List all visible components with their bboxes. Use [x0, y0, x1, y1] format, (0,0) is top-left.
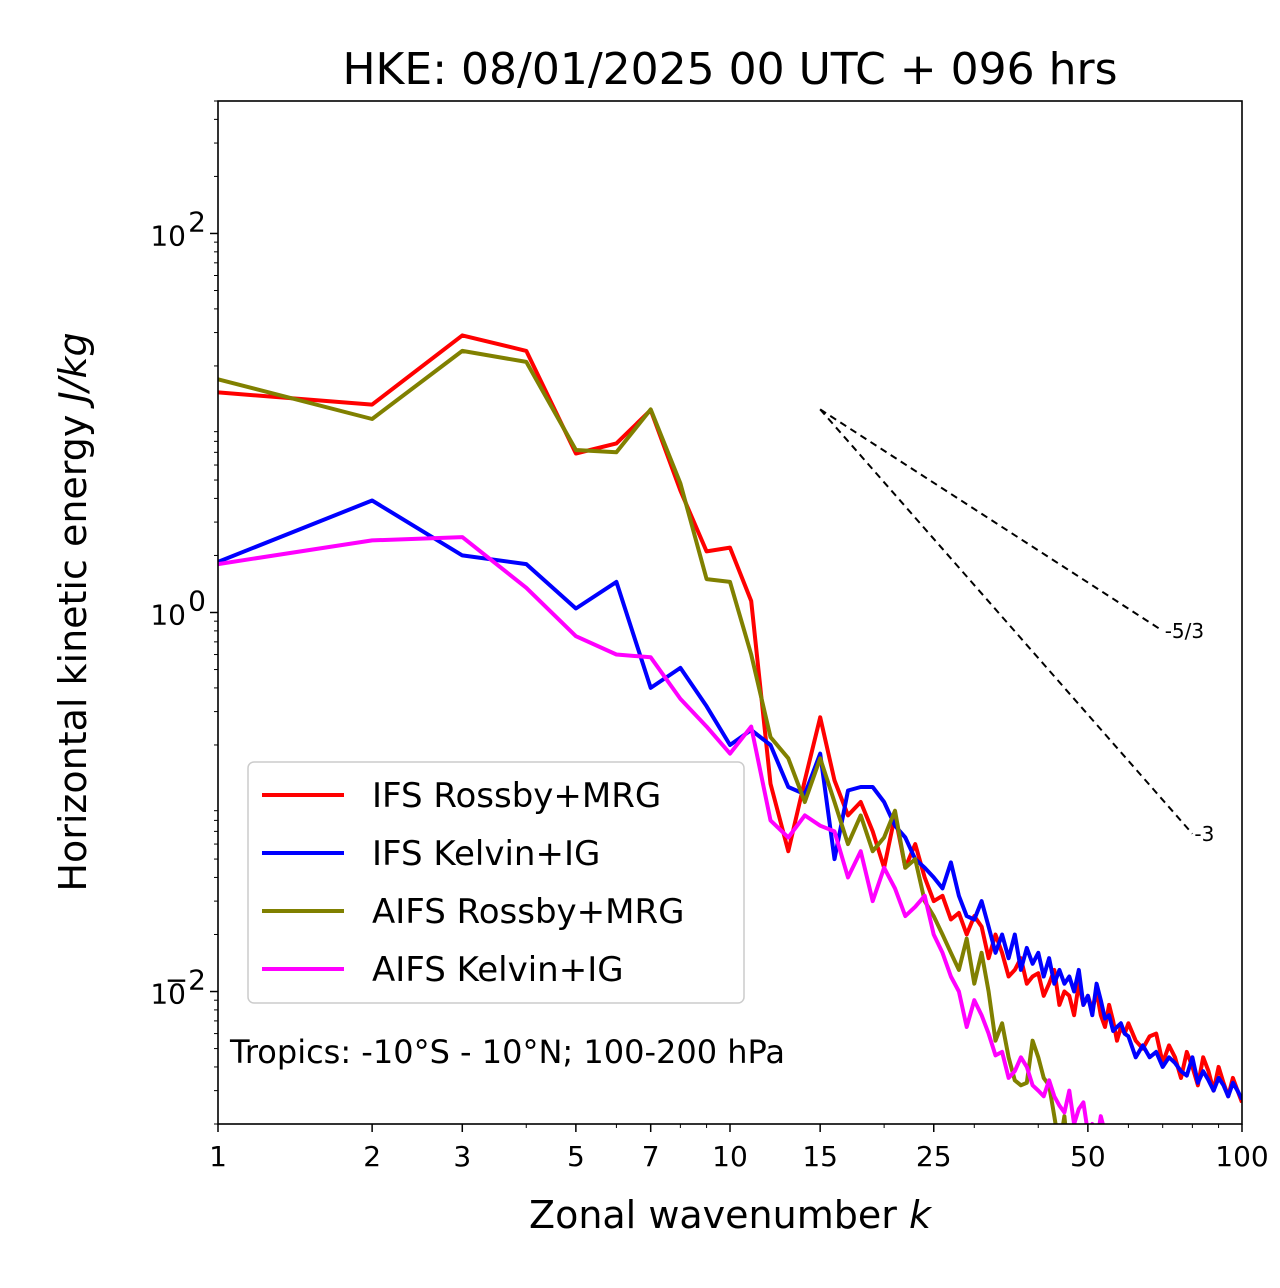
reference-line-1 [819, 408, 1164, 632]
series-lines [218, 333, 1242, 1124]
x-tick-label: 10 [712, 1140, 748, 1173]
series-line-3 [218, 348, 1068, 1124]
legend-frame [247, 761, 745, 1004]
plot-frame [217, 100, 1243, 1125]
x-tick-label: 100 [1215, 1140, 1268, 1173]
x-tick-label: 5 [567, 1140, 585, 1173]
legend-label: IFS Rossby+MRG [372, 776, 661, 816]
legend-label: AIFS Rossby+MRG [372, 892, 684, 932]
series-line-1 [218, 333, 1242, 1104]
region-annotation: Tropics: -10°S - 10°N; 100-200 hPa [229, 1033, 785, 1071]
series-line-4 [218, 535, 1105, 1124]
major-ticks [210, 232, 1243, 1132]
x-tick-label: 7 [642, 1140, 660, 1173]
reference-line-2 [819, 408, 1194, 835]
legend-label: IFS Kelvin+IG [372, 834, 600, 874]
x-tick-label: 1 [209, 1140, 227, 1173]
x-tick-label: 50 [1070, 1140, 1106, 1173]
x-tick-label: 15 [802, 1140, 838, 1173]
y-tick-label: 10 [150, 219, 186, 252]
reference-line-label: -3 [1194, 822, 1214, 846]
x-tick-labels: 1 2 3 5 7 10 15 25 50 100 [209, 1140, 1269, 1173]
y-tick-exponent: −2 [165, 964, 206, 997]
legend-label: AIFS Kelvin+IG [372, 950, 624, 990]
x-tick-label: 25 [916, 1140, 952, 1173]
legend: IFS Rossby+MRG IFS Kelvin+IG AIFS Rossby+M… [247, 761, 745, 1004]
x-tick-label: 3 [453, 1140, 471, 1173]
series-line-2 [218, 498, 1242, 1101]
x-axis-label: Zonal wavenumber k [529, 1193, 933, 1237]
x-tick-label: 2 [363, 1140, 381, 1173]
y-tick-label: 10 [150, 978, 186, 1011]
y-tick-exponent: 2 [188, 205, 206, 238]
y-tick-label: 10 [150, 599, 186, 632]
reference-slope-lines: -5/3 -3 [819, 408, 1214, 846]
reference-line-label: -5/3 [1165, 619, 1204, 643]
y-tick-exponent: 0 [188, 585, 206, 618]
y-axis-label: Horizontal kinetic energy J/kg [51, 332, 95, 891]
chart-title: HKE: 08/01/2025 00 UTC + 096 hrs [342, 44, 1117, 95]
plot-area: -5/3 -3 [210, 100, 1243, 1132]
